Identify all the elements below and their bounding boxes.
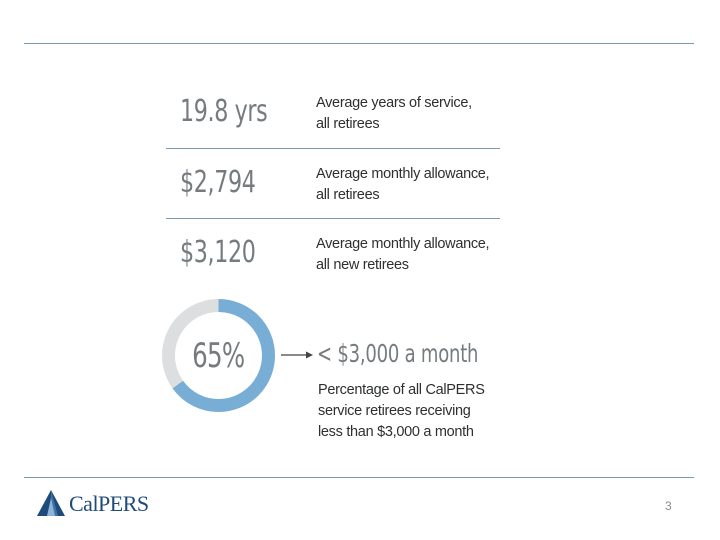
bottom-divider	[24, 477, 694, 478]
stat-description-line: all retirees	[316, 116, 380, 132]
callout-description-line: less than $3,000 a month	[318, 424, 474, 440]
stat-value: $3,120	[180, 235, 256, 270]
stat-row-new-retiree-allowance: $3,120 Average monthly allowance, all ne…	[166, 218, 500, 289]
donut-percentage-text: 65%	[192, 335, 245, 376]
stat-row-years-of-service: 19.8 yrs Average years of service, all r…	[166, 78, 500, 148]
stat-description-line: Average monthly allowance,	[316, 236, 490, 252]
donut-fill-arc	[162, 299, 275, 412]
callout-description: Percentage of all CalPERS service retire…	[318, 380, 485, 443]
calpers-logo-text: CalPERS	[69, 491, 149, 516]
donut-svg	[162, 299, 275, 412]
stat-description: Average monthly allowance, all new retir…	[316, 234, 490, 276]
stat-description: Average years of service, all retirees	[316, 93, 472, 135]
stat-value: 19.8 yrs	[180, 94, 268, 129]
calpers-mountain-icon	[37, 490, 65, 516]
stat-description: Average monthly allowance, all retirees	[316, 164, 490, 206]
stat-row-average-allowance: $2,794 Average monthly allowance, all re…	[166, 148, 500, 219]
calpers-logo: CalPERS	[36, 489, 156, 519]
arrow-right-icon	[281, 351, 313, 359]
stat-value: $2,794	[180, 165, 256, 200]
donut-chart: 65%	[161, 298, 276, 413]
callout-description-line: service retirees receiving	[318, 403, 471, 419]
top-divider	[24, 43, 694, 44]
stat-description-line: all new retirees	[316, 257, 409, 273]
stat-description-line: Average years of service,	[316, 95, 472, 111]
donut-percentage-label: 65%	[161, 298, 276, 413]
callout-headline: < $3,000 a month	[317, 339, 479, 368]
callout-description-line: Percentage of all CalPERS	[318, 382, 485, 398]
stat-description-line: all retirees	[316, 187, 380, 203]
page-number: 3	[665, 499, 672, 513]
stat-description-line: Average monthly allowance,	[316, 166, 490, 182]
